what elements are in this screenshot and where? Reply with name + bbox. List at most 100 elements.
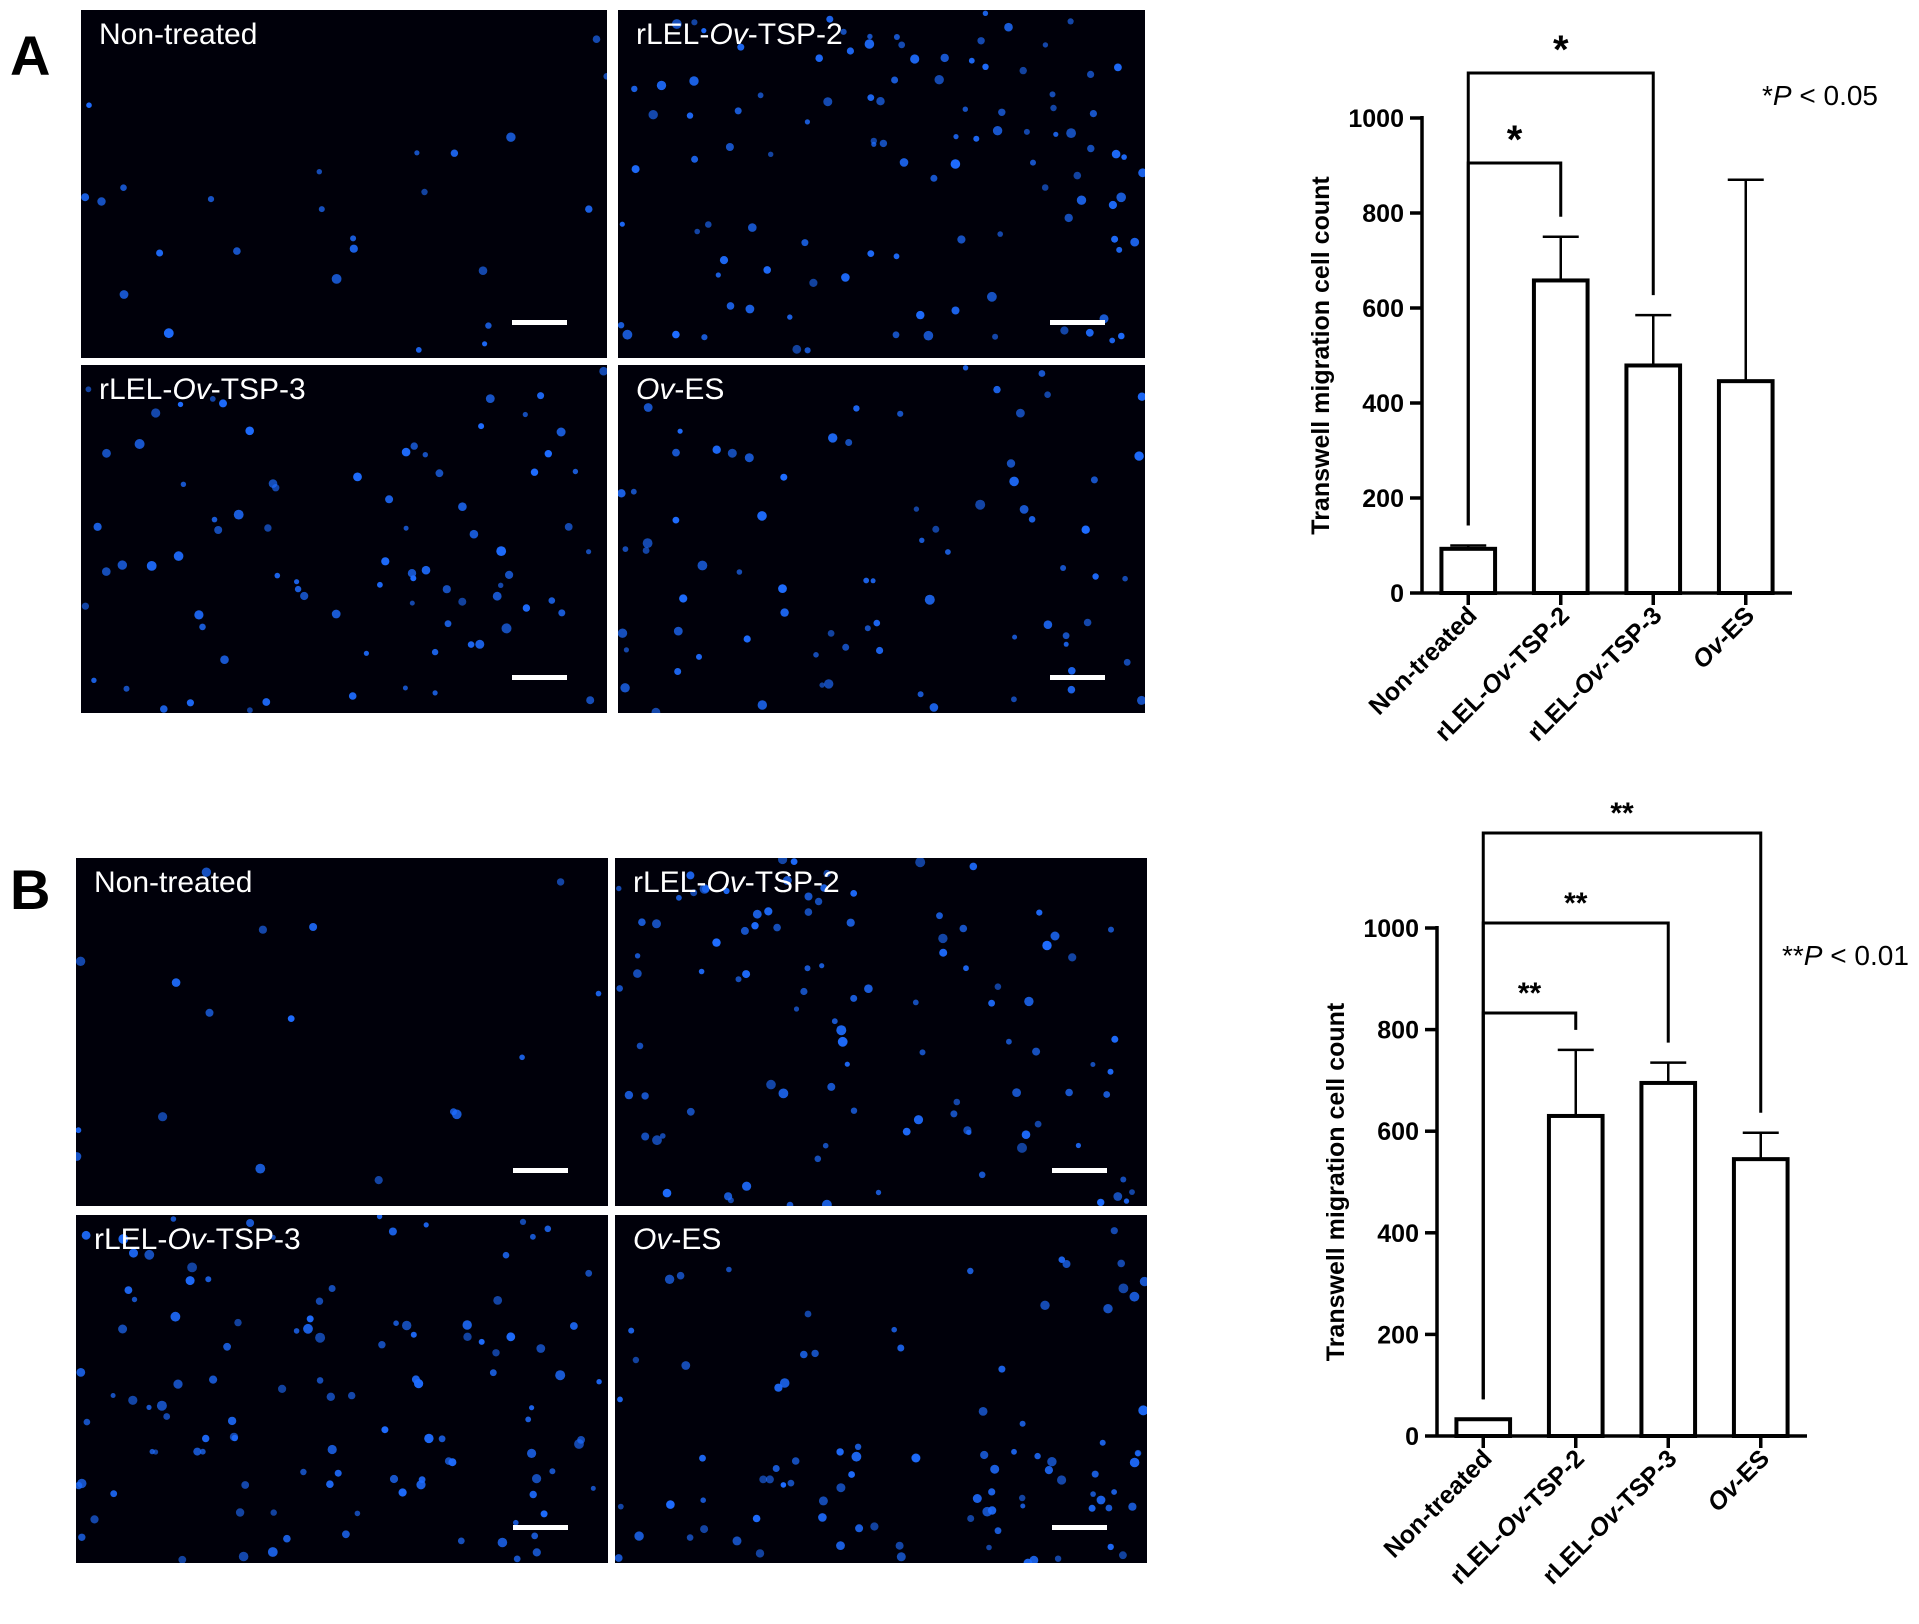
nucleus bbox=[574, 1439, 584, 1449]
nucleus bbox=[780, 608, 789, 617]
nucleus bbox=[173, 1379, 183, 1389]
nucleus bbox=[1116, 192, 1126, 203]
nucleus bbox=[110, 1393, 116, 1398]
nucleus bbox=[876, 97, 885, 106]
nucleus bbox=[1006, 459, 1016, 468]
nucleus bbox=[651, 707, 661, 713]
y-tick-label: 1000 bbox=[1363, 915, 1419, 943]
nuclei-layer bbox=[76, 1215, 602, 1563]
nucleus bbox=[671, 19, 682, 29]
nucleus bbox=[917, 691, 924, 698]
nucleus bbox=[377, 581, 383, 588]
nucleus bbox=[636, 1042, 644, 1050]
nucleus bbox=[199, 1448, 206, 1455]
nucleus bbox=[864, 39, 875, 49]
nucleus bbox=[151, 408, 161, 418]
nucleus bbox=[691, 155, 699, 163]
nucleus bbox=[1103, 1091, 1111, 1098]
nucleus bbox=[90, 1515, 99, 1524]
nucleus bbox=[245, 426, 254, 436]
nucleus bbox=[1111, 1489, 1117, 1495]
nucleus bbox=[763, 266, 771, 274]
nucleus bbox=[679, 594, 688, 603]
nucleus bbox=[1023, 128, 1030, 135]
nucleus bbox=[968, 57, 975, 64]
nucleus bbox=[778, 1088, 789, 1099]
nucleus bbox=[76, 1368, 86, 1377]
nucleus bbox=[463, 1332, 472, 1341]
nucleus bbox=[592, 35, 601, 43]
nucleus bbox=[300, 1468, 307, 1476]
nucleus bbox=[801, 239, 809, 247]
nucleus bbox=[156, 1400, 167, 1411]
nucleus bbox=[994, 1527, 1002, 1535]
nucleus bbox=[294, 579, 300, 585]
nucleus bbox=[201, 867, 212, 877]
nucleus bbox=[1117, 1259, 1125, 1268]
nucleus bbox=[262, 698, 271, 706]
nucleus bbox=[634, 1531, 644, 1541]
nucleus bbox=[1043, 620, 1053, 629]
nucleus bbox=[93, 522, 102, 531]
nucleus bbox=[1040, 1300, 1050, 1310]
nucleus bbox=[410, 442, 418, 450]
nucleus bbox=[186, 699, 194, 707]
nucleus bbox=[950, 1110, 958, 1118]
nucleus bbox=[804, 119, 810, 125]
nucleus bbox=[177, 401, 184, 408]
nucleus bbox=[180, 481, 187, 487]
nucleus bbox=[306, 1315, 314, 1323]
nucleus bbox=[845, 439, 853, 446]
nucleus bbox=[804, 892, 813, 901]
nucleus bbox=[506, 132, 516, 142]
nucleus bbox=[331, 609, 341, 619]
nucleus bbox=[672, 516, 680, 524]
nucleus bbox=[403, 525, 409, 531]
nucleus bbox=[618, 489, 626, 498]
nucleus bbox=[792, 344, 802, 354]
nucleus bbox=[110, 1490, 118, 1498]
nucleus bbox=[378, 1341, 386, 1349]
nucleus bbox=[772, 1465, 780, 1472]
nucleus bbox=[599, 366, 607, 376]
nucleus bbox=[648, 110, 658, 120]
nucleus bbox=[1076, 195, 1087, 205]
nucleus bbox=[782, 876, 792, 885]
nucleus bbox=[924, 594, 935, 605]
nucleus bbox=[81, 193, 90, 202]
y-axis-label: Transwell migration cell count bbox=[1322, 1002, 1350, 1361]
nucleus bbox=[431, 648, 439, 656]
nucleus bbox=[595, 990, 602, 997]
nucleus bbox=[848, 1471, 855, 1478]
nucleus bbox=[1019, 1494, 1026, 1502]
label-part: Non-treated bbox=[94, 866, 253, 899]
nucleus bbox=[81, 602, 89, 610]
nucleus bbox=[698, 968, 705, 975]
nucleus bbox=[158, 1112, 168, 1122]
nucleus bbox=[774, 1383, 783, 1392]
nucleus bbox=[691, 19, 698, 26]
nucleus bbox=[478, 423, 485, 430]
nucleus bbox=[787, 314, 793, 320]
nucleus bbox=[1019, 505, 1029, 514]
nucleus bbox=[1012, 634, 1018, 640]
nucleus bbox=[381, 557, 390, 566]
nucleus bbox=[1073, 171, 1082, 180]
nucleus bbox=[1103, 1304, 1113, 1314]
label-part: ** bbox=[1782, 940, 1804, 971]
nucleus bbox=[193, 1447, 202, 1456]
nucleus bbox=[442, 585, 451, 594]
nucleus bbox=[686, 1534, 694, 1541]
label-part: * bbox=[1762, 80, 1773, 111]
nucleus bbox=[672, 448, 680, 457]
nucleus bbox=[556, 878, 565, 886]
nucleus bbox=[1054, 1555, 1062, 1562]
nucleus bbox=[123, 685, 130, 692]
nucleus bbox=[793, 1006, 800, 1012]
nucleus bbox=[618, 322, 625, 329]
nucleus bbox=[696, 653, 702, 660]
nucleus bbox=[867, 250, 875, 257]
nucleus bbox=[850, 890, 858, 897]
nucleus bbox=[818, 1513, 827, 1522]
nucleus bbox=[531, 1532, 539, 1540]
